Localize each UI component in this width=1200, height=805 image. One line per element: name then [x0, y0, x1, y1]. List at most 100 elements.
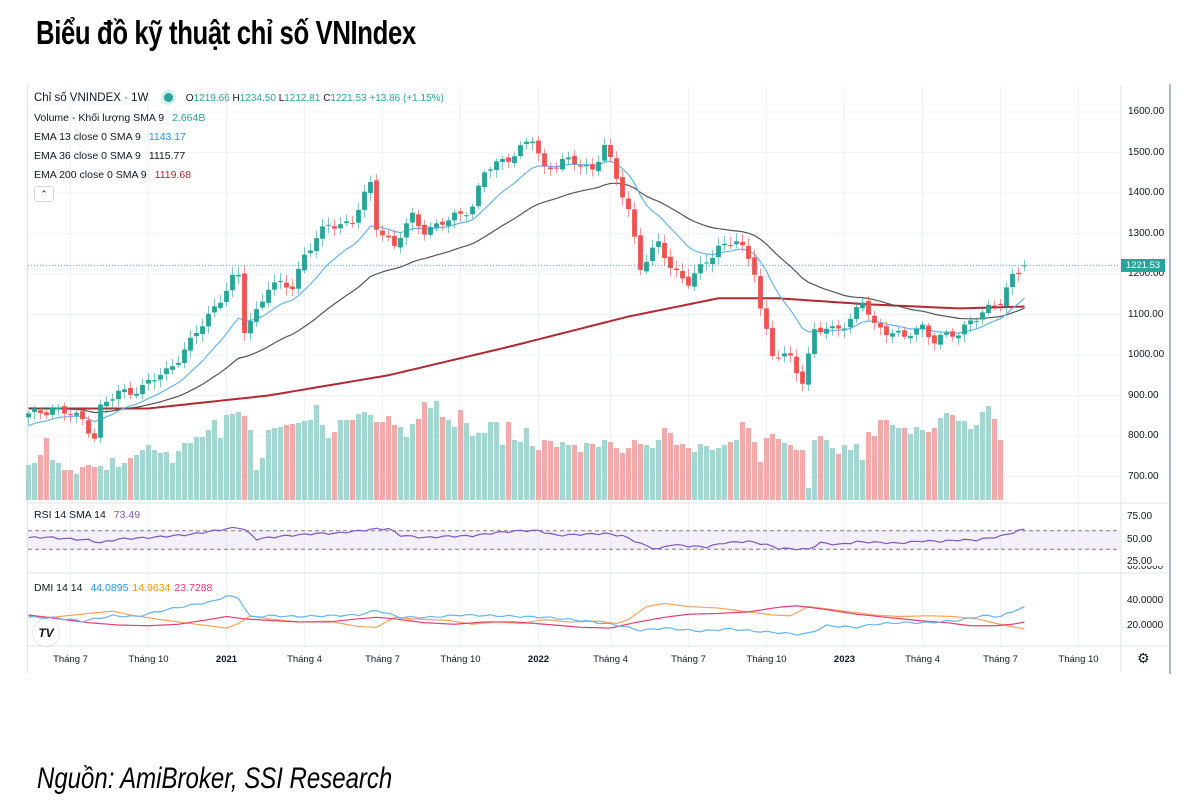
volume-bar [721, 445, 728, 500]
candle-body [962, 324, 967, 335]
legend-dmi[interactable]: DMI 14 14 44.0895 14.9634 23.7288 [34, 582, 212, 594]
volume-bar [511, 440, 518, 500]
candle-body [434, 223, 439, 228]
volume-bar [709, 450, 716, 500]
volume-bar [619, 453, 626, 500]
volume-bar [847, 450, 854, 500]
volume-bar [211, 420, 218, 500]
candle-body [656, 241, 661, 248]
candle-body [692, 273, 697, 287]
volume-bar [829, 448, 836, 500]
high-label: H [232, 93, 240, 104]
volume-bar [451, 427, 458, 500]
time-tick: Tháng 4 [905, 654, 940, 665]
chart-panel[interactable] [27, 84, 1171, 674]
candle-body [464, 215, 469, 217]
volume-bar [967, 429, 974, 500]
volume-bar [139, 450, 146, 500]
legend-value: 1115.77 [148, 150, 186, 162]
volume-bar [409, 424, 416, 500]
candle-body [206, 313, 211, 327]
candle-body [572, 155, 577, 164]
volume-bar [925, 432, 932, 500]
candle-body [110, 399, 115, 401]
volume-bar [583, 443, 590, 500]
time-tick: Tháng 7 [983, 654, 1018, 665]
candle-body [548, 167, 553, 170]
price-tick: 1300.00 [1128, 227, 1165, 239]
candle-body [440, 221, 445, 225]
close-value: 1221.53 [330, 93, 367, 104]
volume-bar [649, 448, 656, 500]
candle-body [458, 211, 463, 214]
volume-bar [871, 436, 878, 500]
candle-body [242, 273, 247, 333]
volume-bar [379, 422, 386, 500]
volume-bar [73, 474, 80, 500]
rsi-tick: 50.00 [1127, 534, 1153, 545]
candle-body [62, 406, 67, 414]
candle-body [686, 276, 691, 286]
source-note: Nguồn: AmiBroker, SSI Research [37, 762, 393, 795]
candle-body [338, 224, 343, 229]
volume-bar [937, 418, 944, 500]
legend-rsi[interactable]: RSI 14 SMA 14 73.49 [34, 509, 140, 521]
legend-ema36[interactable]: EMA 36 close 0 SMA 9 1115.77 [34, 150, 185, 162]
candle-body [212, 306, 217, 313]
candle-body [224, 290, 229, 303]
candle-body [854, 307, 859, 319]
candle-body [410, 212, 415, 223]
tradingview-logo[interactable]: TV [33, 620, 59, 646]
volume-bar [595, 447, 602, 500]
volume-bar [163, 452, 170, 500]
dmi-adx-value: 23.7288 [174, 582, 213, 594]
gear-icon[interactable]: ⚙ [1137, 650, 1150, 666]
legend-ema200[interactable]: EMA 200 close 0 SMA 9 1119.68 [34, 169, 191, 181]
collapse-legend-button[interactable]: ⌃ [34, 186, 54, 202]
candle-body [896, 330, 901, 333]
volume-bar [487, 422, 494, 500]
candle-body [350, 222, 355, 224]
change-value: +13.86 (+1.15%) [369, 93, 444, 104]
volume-bar [457, 410, 464, 500]
dmi-plus-line [28, 595, 1025, 636]
candle-body [632, 209, 637, 237]
volume-bar [265, 430, 272, 500]
candle-body [278, 280, 283, 282]
volume-bar [427, 408, 434, 500]
candle-body [590, 164, 595, 170]
symbol-label[interactable]: Chỉ số VNINDEX · 1W [34, 92, 149, 104]
candle-body [872, 315, 877, 323]
volume-bar [901, 428, 908, 500]
candle-body [182, 349, 187, 363]
price-tick: 1600.00 [1128, 106, 1165, 117]
volume-bar [49, 460, 56, 500]
candle-body [728, 245, 733, 247]
dmi-minus-value: 14.9634 [132, 582, 171, 594]
volume-bar [205, 430, 212, 500]
volume-bar [961, 421, 968, 500]
candle-body [200, 326, 205, 335]
candle-body [944, 332, 949, 335]
candle-body [740, 241, 745, 246]
volume-bar [325, 438, 332, 500]
legend-label: RSI 14 SMA 14 [34, 509, 106, 521]
volume-bar [169, 463, 176, 500]
candle-body [662, 242, 667, 259]
volume-bar [445, 420, 452, 500]
legend-ema13[interactable]: EMA 13 close 0 SMA 9 1143.17 [34, 131, 186, 143]
dmi-adx-line [28, 605, 1025, 629]
candle-body [398, 238, 403, 248]
candle-body [650, 247, 655, 262]
legend-volume[interactable]: Volume - Khối lượng SMA 9 2.664B [34, 112, 205, 124]
candle-body [914, 328, 919, 335]
candle-body [584, 165, 589, 167]
candle-body [392, 235, 397, 246]
candle-body [878, 323, 883, 328]
candle-body [86, 420, 91, 434]
volume-bar [295, 423, 302, 500]
volume-bar [385, 416, 392, 500]
dmi-tick: 20.0000 [1127, 620, 1164, 631]
volume-bar [565, 445, 572, 500]
